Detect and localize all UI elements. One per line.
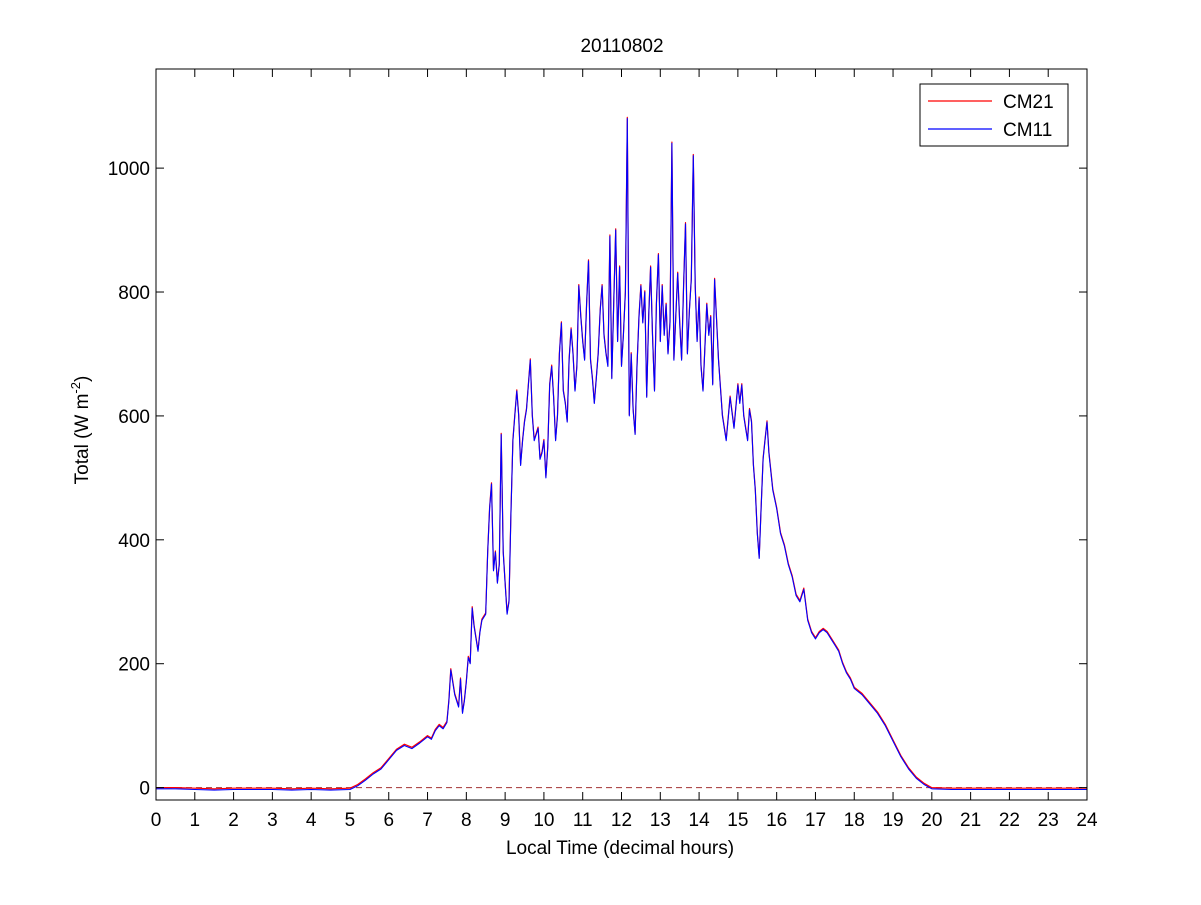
- y-axis-title-prefix: Total (W m: [72, 394, 93, 485]
- x-tick-label: 14: [689, 810, 711, 831]
- x-tick-label: 24: [1076, 810, 1098, 831]
- x-tick-label: 4: [306, 810, 317, 831]
- x-tick-label: 10: [533, 810, 554, 831]
- axes-layer: 0 1 2 3 4 5 6 7 8 9 10 11 12 13 14 15 16 17 18 19 20 21 22 23 24…: [108, 68, 1098, 831]
- x-tick-label: 13: [650, 810, 671, 831]
- x-tick-label: 5: [345, 810, 356, 831]
- plot-background: [156, 69, 1087, 800]
- x-tick-label: 0: [151, 810, 162, 831]
- x-tick-label: 15: [727, 810, 748, 831]
- y-axis-title-superscript: -2: [68, 382, 83, 394]
- x-tick-label: 11: [573, 810, 593, 831]
- x-tick-label: 2: [228, 810, 239, 831]
- legend: CM21 CM11: [919, 83, 1069, 147]
- legend-label-cm21: CM21: [1003, 92, 1054, 113]
- x-tick-label: 6: [383, 810, 394, 831]
- series-layer: [156, 116, 1087, 791]
- series-line-cm11: [156, 118, 1087, 791]
- x-tick-label: 12: [611, 810, 632, 831]
- x-tick-label: 22: [999, 810, 1020, 831]
- y-tick-label: 0: [139, 779, 150, 800]
- x-tick-label: 7: [422, 810, 433, 831]
- y-tick-label: 400: [118, 531, 150, 552]
- x-tick-label: 1: [190, 810, 201, 831]
- y-tick-label: 600: [118, 407, 150, 428]
- x-tick-label: 18: [844, 810, 865, 831]
- x-tick-label: 8: [461, 810, 472, 831]
- plot-area: [156, 69, 1087, 800]
- x-axis-title: Local Time (decimal hours): [506, 838, 734, 859]
- x-tick-label: 23: [1038, 810, 1059, 831]
- x-tick-label: 9: [500, 810, 511, 831]
- x-tick-label: 16: [766, 810, 787, 831]
- legend-box: [919, 83, 1069, 147]
- x-tick-label: 3: [267, 810, 278, 831]
- y-tick-label: 800: [118, 283, 150, 304]
- x-tick-label: 20: [921, 810, 942, 831]
- chart-title: 20110802: [580, 36, 663, 57]
- y-axis-title: Total (W m-2): [68, 376, 93, 485]
- y-tick-label: 200: [118, 655, 150, 676]
- x-tick-label: 19: [882, 810, 903, 831]
- y-tick-label: 1000: [108, 159, 150, 180]
- x-tick-label: 17: [805, 810, 826, 831]
- x-tick-label: 21: [960, 810, 981, 831]
- y-axis-title-suffix: ): [72, 376, 93, 382]
- legend-label-cm11: CM11: [1003, 120, 1052, 141]
